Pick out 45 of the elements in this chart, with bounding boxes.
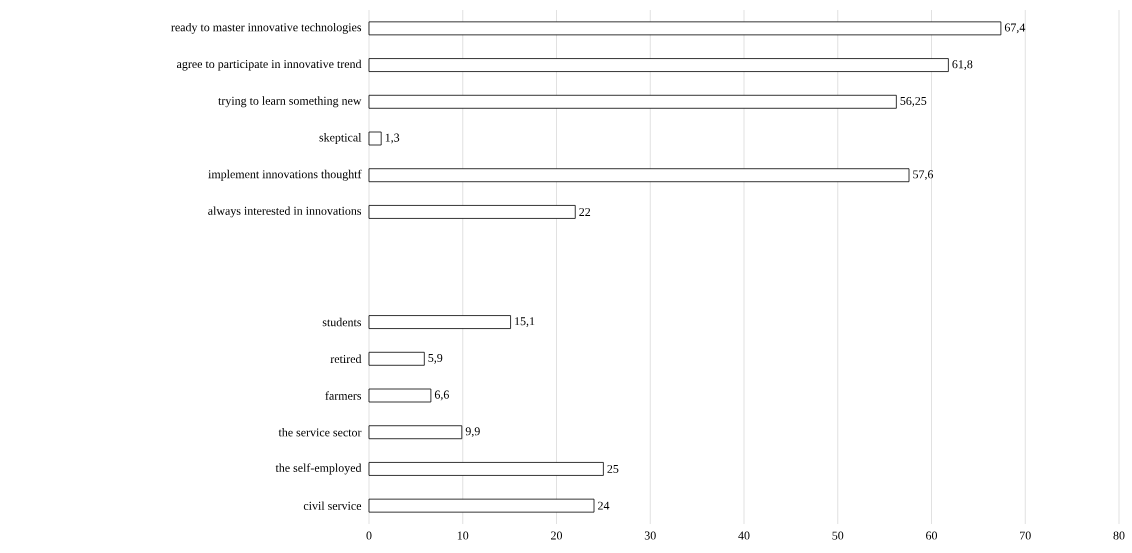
y-tick-label: the self-employed — [275, 463, 362, 475]
x-tick-label: 50 — [832, 531, 844, 540]
x-tick-label: 80 — [1113, 531, 1125, 540]
y-tick-label: always interested in innovations — [208, 206, 362, 218]
data-label: 67,4 — [1004, 23, 1026, 34]
data-label: 1,3 — [385, 133, 400, 144]
y-tick-label: trying to learn something new — [218, 96, 362, 108]
bar — [368, 498, 595, 513]
bar — [368, 388, 432, 403]
y-tick-label: students — [322, 317, 362, 327]
y-tick-label: retired — [330, 354, 362, 363]
data-label: 22 — [579, 207, 591, 216]
data-label: 6,6 — [434, 390, 449, 401]
x-tick-label: 0 — [366, 531, 372, 540]
x-tick-label: 40 — [738, 531, 750, 540]
bar — [368, 168, 910, 183]
y-tick-label: ready to master innovative technologies — [171, 22, 362, 34]
bar — [368, 94, 897, 109]
x-tick-label: 70 — [1020, 531, 1031, 540]
data-label: 56,25 — [900, 96, 927, 107]
x-tick-label: 30 — [644, 531, 656, 540]
data-label: 5,9 — [428, 353, 443, 364]
bar — [368, 351, 425, 366]
y-tick-label: skeptical — [319, 133, 362, 144]
y-tick-label: the service sector — [278, 428, 362, 437]
data-label: 9,9 — [465, 427, 480, 438]
y-tick-label: civil service — [303, 501, 362, 510]
data-label: 15,1 — [515, 317, 535, 327]
x-tick-label: 10 — [457, 531, 469, 540]
x-tick-label: 20 — [551, 531, 563, 540]
data-label: 24 — [598, 501, 610, 510]
bar — [368, 58, 949, 72]
bar — [368, 205, 576, 219]
x-tick-label: 60 — [926, 531, 938, 540]
bar — [368, 425, 463, 440]
y-tick-label: agree to participate in innovative trend — [177, 59, 362, 71]
bar — [368, 315, 511, 329]
data-label: 57,6 — [913, 170, 934, 181]
y-tick-label: implement innovations thoughtf — [208, 169, 362, 181]
bar — [368, 131, 382, 146]
data-label: 61,8 — [952, 60, 973, 70]
y-tick-label: farmers — [325, 391, 362, 400]
data-label: 25 — [607, 464, 619, 473]
bar — [368, 21, 1002, 36]
bar — [368, 462, 604, 476]
